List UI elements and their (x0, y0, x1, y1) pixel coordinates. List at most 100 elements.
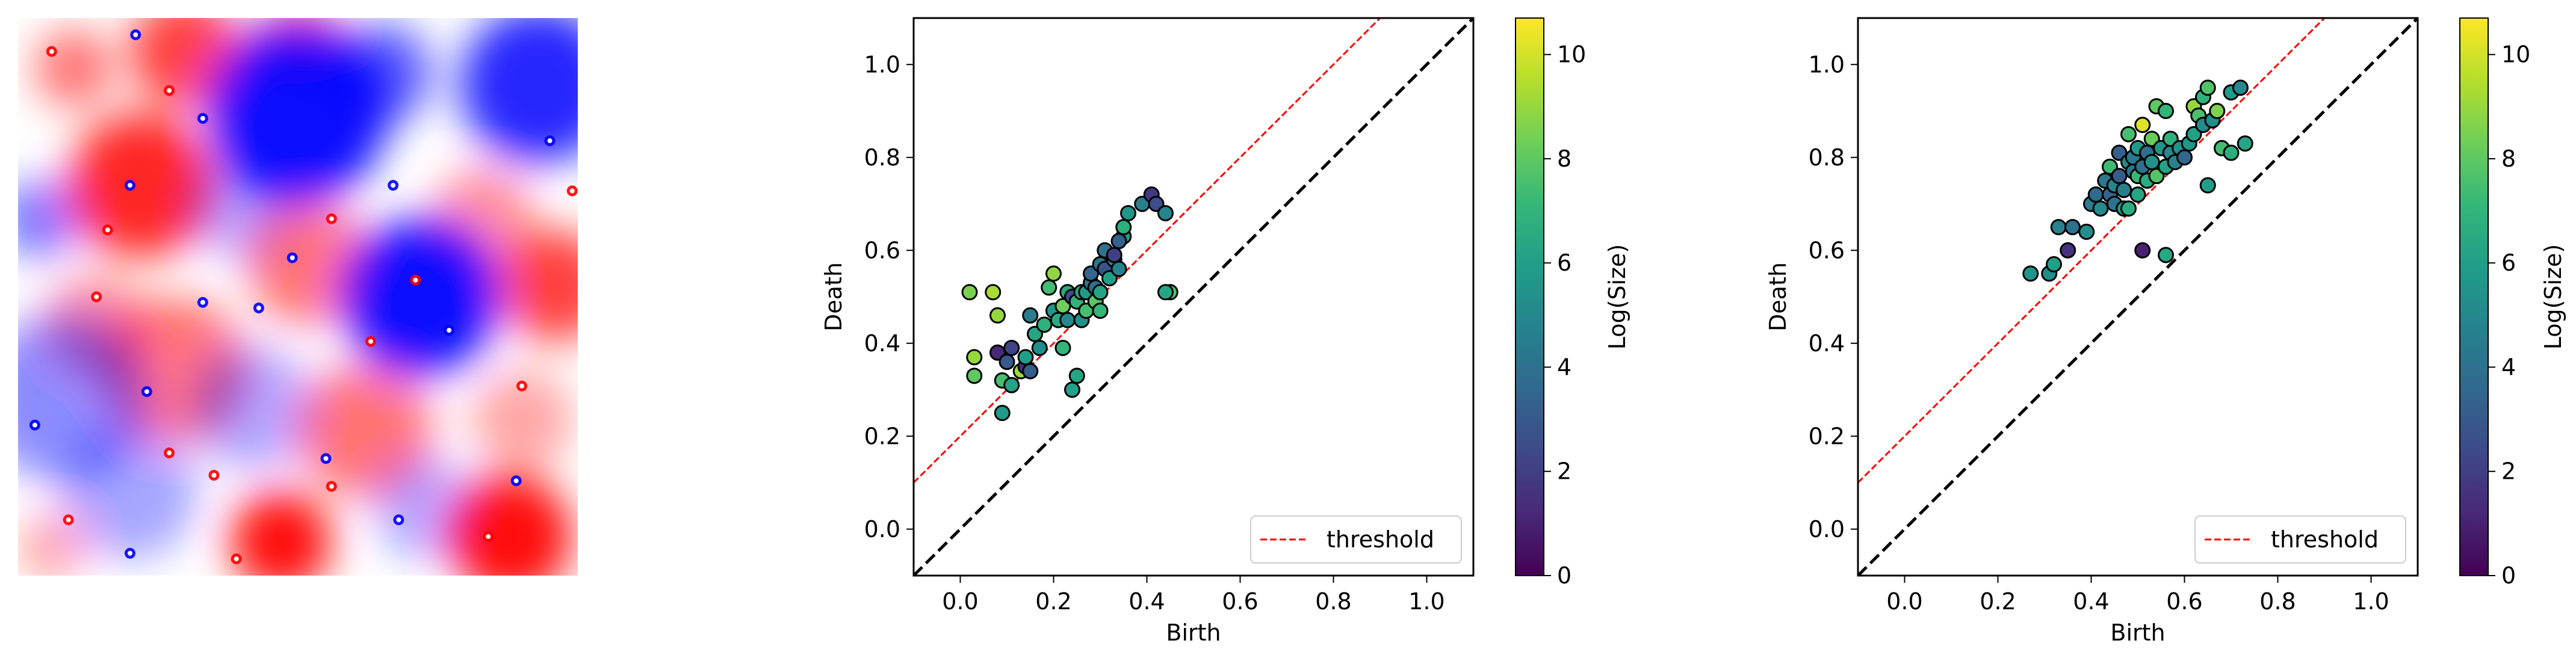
scatter-point (2111, 168, 2128, 185)
y-tick-label: 0.2 (864, 423, 900, 449)
scatter-point (2158, 247, 2174, 263)
scatter-point (1115, 219, 1132, 236)
x-tick-label: 0.4 (2073, 588, 2109, 615)
heatmap-speck-center (200, 115, 205, 121)
colorbar-tick-label: 6 (1557, 250, 1571, 276)
heatmap-speck-center (94, 294, 99, 300)
x-tick-label: 0.6 (2166, 588, 2202, 615)
y-tick-label: 0.6 (864, 237, 900, 263)
heatmap-speck-center (49, 49, 54, 54)
y-tick-label: 0.0 (864, 516, 900, 543)
scatter-point (1120, 204, 1136, 221)
heatmap-speck-center (519, 383, 524, 389)
scatter-point (1157, 204, 1174, 221)
heatmap-blob (18, 179, 80, 258)
scatter-point (1059, 312, 1076, 328)
plot-area (1858, 18, 2418, 576)
scatter-point (1064, 381, 1080, 398)
scatter-point (2078, 223, 2095, 240)
heatmap-speck-center (447, 328, 452, 333)
diagonal-line (914, 18, 1473, 576)
legend: threshold (2194, 515, 2406, 564)
y-tick-label: 1.0 (1809, 51, 1845, 78)
scatter-point (1157, 284, 1174, 301)
scatter-point (1017, 349, 1034, 366)
scatter-point (985, 284, 1002, 301)
scatter-point (989, 307, 1006, 324)
x-axis-label: Birth (2110, 619, 2165, 646)
heatmap-speck-center (211, 473, 217, 478)
y-tick-label: 1.0 (864, 51, 900, 78)
scatter-point (2199, 177, 2216, 194)
axes-frame (912, 17, 1475, 577)
y-axis-label: Death (1765, 262, 1791, 331)
legend-threshold-label: threshold (1327, 526, 1434, 553)
legend-box (1250, 515, 1462, 564)
colorbar-tick-label: 0 (2501, 562, 2516, 589)
x-tick-label: 0.4 (1129, 588, 1165, 615)
scatter-point (2120, 126, 2137, 143)
heatmap-blob (68, 112, 214, 258)
heatmap-speck-center (486, 534, 491, 539)
heatmap-speck-center (513, 478, 519, 484)
colorbar-tick-label: 8 (2501, 146, 2516, 172)
scatter-point (1036, 316, 1053, 333)
heatmap-blob (63, 425, 197, 559)
scatter-point (1110, 233, 1127, 250)
scatter-point (1031, 339, 1048, 356)
axes-frame (1857, 17, 2419, 577)
scatter-point (2158, 103, 2174, 119)
scatter-point (2046, 256, 2062, 272)
y-tick-label: 0.0 (1809, 516, 1845, 543)
heatmap-speck-center (167, 88, 172, 93)
colorbar-gradient (2459, 17, 2489, 576)
heatmap-blob (471, 369, 572, 470)
colorbar-tick-label: 6 (2501, 250, 2516, 276)
scatter-point (2143, 153, 2160, 170)
persistence-diagram-1: 0.0 0.0 0.2 0.2 0.4 0.4 0.6 0.6 0.8 0.8 1.0 1.0 Bir… (820, 17, 1630, 646)
heatmap-blob (449, 475, 572, 576)
heatmap-blob (247, 201, 371, 325)
heatmap-speck-center (144, 389, 149, 395)
heatmap-image (18, 18, 578, 576)
scatter-point (1110, 260, 1127, 277)
scatter-point (2050, 219, 2067, 236)
axis-ticks: 0.0 0.0 0.2 0.2 0.4 0.4 0.6 0.6 0.8 0.8 1.0 1.0 (864, 51, 1445, 615)
scatter-point (2116, 182, 2132, 198)
heatmap-speck-center (32, 422, 37, 428)
plot-area (914, 18, 1473, 576)
heatmap-blob (499, 229, 578, 342)
x-tick-label: 0.0 (942, 588, 978, 615)
legend-threshold-label: threshold (2271, 526, 2379, 553)
scatter-point (2087, 186, 2104, 203)
scatter-point (2199, 79, 2216, 96)
colorbar-tick-label: 8 (1557, 146, 1571, 172)
heatmap-blob (18, 514, 85, 576)
diagonal-line (1858, 18, 2418, 576)
y-tick-label: 0.2 (1809, 423, 1845, 449)
scatter-point (2060, 242, 2076, 259)
colorbar-ticks: 0 2 4 6 8 10 (1544, 41, 1586, 589)
persistence-diagram-2: 0.0 0.0 0.2 0.2 0.4 0.4 0.6 0.6 0.8 0.8 1.0 1.0 Bir… (1765, 17, 2566, 646)
heatmap-speck-center (133, 32, 138, 37)
heatmap-speck-center (66, 517, 71, 523)
heatmap-speck-center (128, 550, 132, 556)
scatter-point (1022, 363, 1039, 380)
threshold-line (1858, 18, 2326, 484)
y-tick-label: 0.8 (864, 144, 900, 171)
legend-box (2194, 515, 2406, 564)
scatter-point (961, 284, 978, 301)
heatmap-speck-center (547, 138, 553, 143)
scatter-point (1054, 339, 1071, 356)
scatter-point (1022, 307, 1039, 324)
heatmap-speck-center (391, 183, 396, 188)
heatmap-speck-center (128, 183, 132, 188)
colorbar: 0 2 4 6 8 10 Log(Size) (2459, 17, 2566, 589)
heatmap-blob (460, 18, 578, 164)
scatter-point (1106, 247, 1122, 263)
colorbar-tick-label: 0 (1557, 562, 1571, 589)
heatmap-speck-center (200, 300, 205, 305)
scatter-point (1003, 339, 1020, 356)
scatter-point (2120, 200, 2137, 217)
